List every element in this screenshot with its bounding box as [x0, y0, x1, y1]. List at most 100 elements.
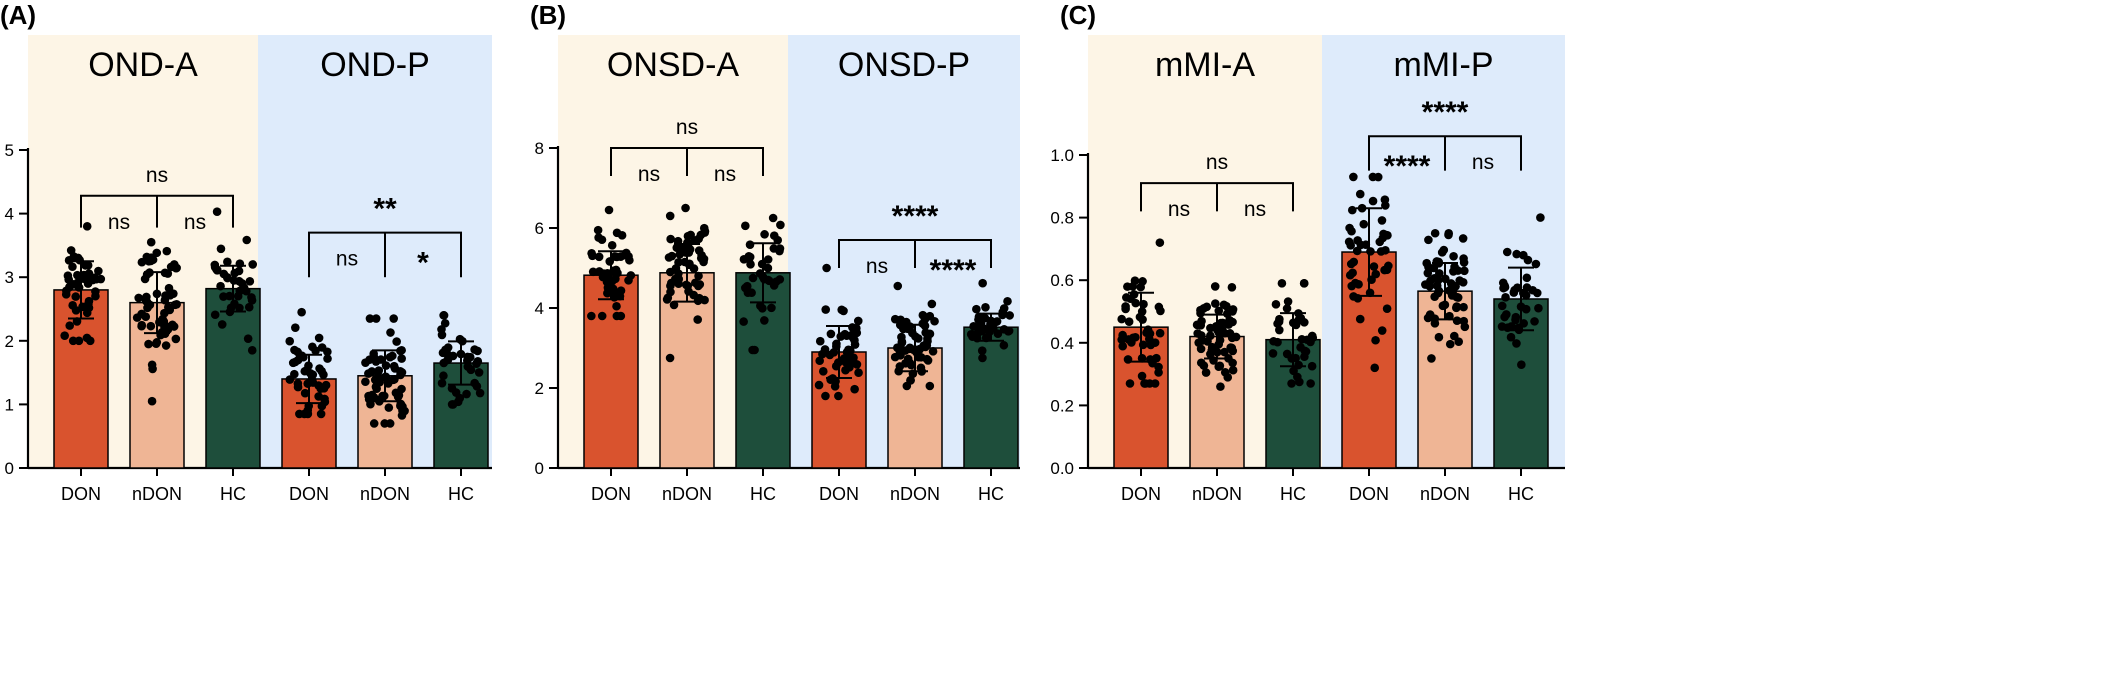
data-point	[1377, 326, 1387, 335]
panel-a-group-title-anterior: OND-A	[88, 46, 198, 84]
data-point	[380, 419, 389, 428]
data-point	[285, 375, 295, 384]
data-point	[81, 261, 90, 270]
data-point	[1359, 219, 1369, 229]
data-point	[1275, 325, 1284, 335]
data-point	[225, 291, 234, 301]
data-point	[605, 257, 615, 266]
data-point	[593, 225, 603, 235]
data-point	[1357, 203, 1367, 213]
data-point	[247, 346, 257, 355]
data-point	[1224, 354, 1233, 363]
data-point	[1507, 322, 1516, 331]
data-point	[1003, 296, 1012, 306]
panel-b: (B) ONSD-A ONSD-P 0 2 4 6 8 DON nDON HC DON nDON H…	[530, 0, 1020, 504]
data-point	[681, 203, 690, 213]
data-point	[611, 265, 621, 275]
data-point	[999, 304, 1009, 313]
data-point	[828, 374, 838, 383]
data-point	[1275, 314, 1284, 324]
data-point	[1523, 255, 1533, 265]
data-point	[814, 380, 824, 390]
data-point	[1517, 360, 1526, 370]
data-point	[369, 352, 379, 362]
data-point	[66, 246, 76, 255]
data-point	[1424, 235, 1433, 245]
data-point	[913, 346, 922, 356]
data-point	[1206, 331, 1215, 341]
data-point	[612, 301, 621, 311]
data-point	[1154, 368, 1163, 377]
data-point	[972, 333, 982, 343]
y-tick-label: 3	[5, 268, 14, 287]
y-tick-label: 4	[535, 299, 544, 318]
panel-c-bars	[1113, 172, 1549, 469]
data-point	[169, 322, 179, 331]
x-tick-label: nDON	[360, 484, 410, 504]
data-point	[1509, 288, 1519, 297]
data-point	[68, 301, 77, 310]
data-point	[775, 244, 785, 253]
data-point	[369, 419, 379, 428]
panel-b-group-title-posterior: ONSD-P	[838, 46, 970, 84]
data-point	[1213, 322, 1222, 331]
data-point	[1530, 317, 1539, 326]
data-point	[212, 207, 222, 216]
data-point	[1138, 340, 1148, 350]
data-point	[1219, 300, 1229, 310]
y-tick-label: 1	[5, 395, 14, 414]
data-point	[1458, 234, 1468, 243]
data-point	[826, 329, 836, 339]
data-point	[744, 251, 754, 261]
y-tick-label: 0	[5, 459, 14, 478]
data-point	[594, 252, 604, 262]
data-point	[389, 314, 399, 323]
data-point	[1459, 316, 1469, 326]
data-point	[588, 267, 598, 277]
data-point	[1371, 335, 1380, 345]
data-point	[451, 388, 461, 397]
data-point	[392, 337, 401, 346]
data-point	[921, 328, 930, 337]
data-point	[364, 394, 374, 404]
data-point	[1382, 265, 1392, 275]
data-point	[893, 281, 903, 291]
data-point	[1376, 247, 1386, 256]
data-point	[685, 245, 695, 254]
data-point	[1511, 315, 1520, 325]
data-point	[693, 315, 703, 324]
data-point	[162, 246, 172, 256]
data-point	[1512, 249, 1521, 259]
y-tick-label: 0.8	[1050, 209, 1074, 228]
data-point	[323, 347, 332, 357]
data-point	[210, 260, 220, 270]
data-point	[1125, 379, 1135, 388]
data-point	[1346, 259, 1356, 269]
data-point	[73, 270, 82, 280]
data-point	[908, 369, 918, 378]
data-point	[896, 315, 905, 325]
data-point	[978, 353, 987, 363]
data-point	[1294, 360, 1303, 370]
data-point	[1377, 216, 1387, 225]
data-point	[1506, 332, 1516, 342]
data-point	[840, 329, 850, 339]
x-tick-label: HC	[448, 484, 474, 504]
data-point	[448, 400, 458, 409]
data-point	[978, 278, 987, 288]
data-point	[690, 236, 700, 245]
data-point	[91, 287, 100, 296]
data-point	[466, 365, 476, 375]
pairwise-significance-label: ns	[108, 211, 130, 234]
data-point	[1355, 314, 1365, 324]
data-point	[96, 274, 106, 284]
data-point	[396, 370, 405, 380]
data-point	[1220, 347, 1229, 357]
data-point	[999, 340, 1009, 350]
data-point	[166, 262, 176, 272]
data-point	[223, 257, 232, 267]
data-point	[170, 300, 180, 310]
panel-b-bars	[583, 203, 1019, 469]
data-point	[917, 367, 927, 376]
bar	[963, 326, 1019, 469]
